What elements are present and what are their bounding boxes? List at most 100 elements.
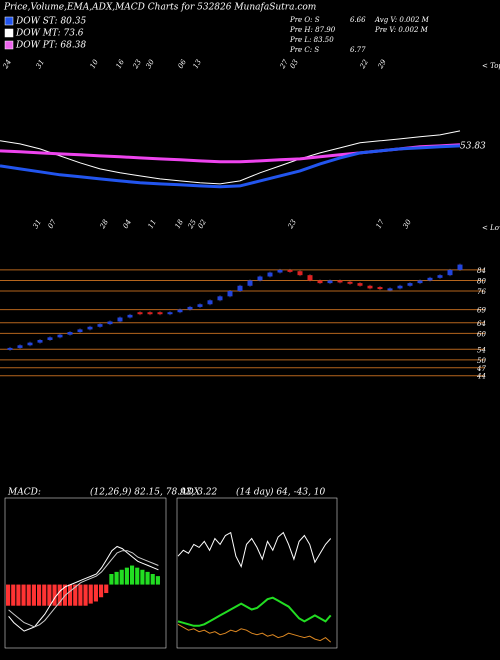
- legend-swatch: [4, 28, 14, 38]
- page-title: Price,Volume,EMA,ADX,MACD Charts for 532…: [3, 3, 316, 13]
- histogram-bar: [31, 584, 36, 606]
- series-line: [177, 531, 332, 569]
- info-text: Pre C: S: [289, 46, 319, 54]
- top-date: 10: [89, 58, 101, 70]
- level-label: 69: [477, 307, 486, 315]
- candle: [287, 269, 293, 272]
- level-label: 84: [477, 267, 486, 275]
- candle: [187, 306, 193, 310]
- histogram-bar: [6, 584, 11, 606]
- histogram-bar: [135, 567, 140, 585]
- histogram-bar: [150, 574, 155, 585]
- histogram-bar: [52, 584, 57, 606]
- lows-label: < Lows: [482, 224, 500, 232]
- low-date: 11: [147, 218, 158, 230]
- series-line: [177, 623, 332, 643]
- candle: [427, 277, 433, 281]
- histogram-bar: [11, 584, 16, 606]
- candle: [197, 304, 203, 307]
- low-date: 31: [32, 218, 43, 230]
- histogram-bar: [26, 584, 31, 606]
- top-date: 31: [35, 58, 46, 70]
- candle: [437, 275, 443, 278]
- candle: [447, 269, 453, 276]
- candle: [297, 271, 303, 276]
- top-date: 23: [131, 58, 143, 71]
- histogram-bar: [37, 584, 42, 606]
- level-label: 54: [477, 346, 486, 354]
- candle: [67, 332, 73, 335]
- histogram-bar: [88, 584, 93, 604]
- candle: [207, 300, 213, 305]
- candle: [387, 288, 393, 291]
- histogram-bar: [124, 567, 129, 585]
- candle: [227, 291, 233, 297]
- histogram-bar: [93, 584, 98, 602]
- candle: [357, 283, 363, 286]
- level-label: 44: [476, 373, 486, 381]
- macd-frame: [4, 497, 167, 649]
- candle: [457, 264, 463, 270]
- candle: [327, 280, 333, 284]
- candle: [7, 347, 13, 350]
- top-date: 13: [192, 58, 204, 70]
- info-text: Pre L: 83.50: [289, 36, 334, 44]
- histogram-bar: [104, 584, 109, 594]
- legend-label: DOW MT: 73.6: [15, 29, 84, 39]
- histogram-bar: [42, 584, 47, 606]
- histogram-bar: [99, 584, 104, 598]
- low-date: 18: [174, 218, 186, 230]
- adx-label: ADX: [179, 488, 201, 498]
- legend-label: DOW ST: 80.35: [15, 17, 86, 27]
- legend-swatch: [4, 40, 14, 50]
- info-text: 6.66: [350, 16, 366, 24]
- top-date: 03: [289, 58, 301, 70]
- candle: [337, 280, 343, 283]
- candle: [147, 312, 153, 315]
- info-text: Pre O: S: [289, 16, 320, 24]
- candle: [137, 312, 143, 315]
- top-date: 22: [358, 58, 370, 71]
- level-label: 80: [477, 277, 486, 285]
- tops-label: < Tops: [482, 62, 500, 70]
- low-date: 17: [375, 218, 387, 230]
- legend-swatch: [4, 16, 14, 26]
- candle: [417, 280, 423, 284]
- candle: [97, 324, 103, 327]
- histogram-bar: [130, 565, 135, 585]
- histogram-bar: [114, 571, 119, 585]
- macd-params: (12,26,9) 82.15, 78.93, 3.22: [90, 487, 218, 498]
- histogram-bar: [21, 584, 26, 606]
- candle: [37, 339, 43, 343]
- top-date: 24: [1, 58, 13, 71]
- histogram-bar: [73, 584, 78, 606]
- candle: [407, 283, 413, 286]
- candle: [277, 269, 283, 273]
- info-text: Avg V: 0.002 M: [374, 16, 430, 24]
- histogram-bar: [119, 569, 124, 585]
- histogram-bar: [145, 571, 150, 585]
- macd-label: MACD:: [7, 488, 41, 498]
- candle: [347, 281, 353, 284]
- level-label: 60: [477, 330, 486, 338]
- candle: [177, 309, 183, 313]
- low-date: 04: [122, 218, 133, 230]
- series-line: [0, 144, 461, 189]
- candle: [367, 285, 373, 289]
- top-date: 29: [376, 58, 388, 71]
- candle: [127, 314, 133, 318]
- candle: [77, 329, 83, 333]
- histogram-bar: [68, 584, 73, 606]
- candle: [317, 280, 323, 284]
- candle: [237, 285, 243, 292]
- candle: [247, 280, 253, 286]
- info-text: 6.77: [350, 46, 366, 54]
- candle: [377, 287, 383, 290]
- candle: [397, 285, 403, 289]
- adx-params: (14 day) 64, -43, 10: [236, 487, 326, 498]
- info-text: Pre H: 87.90: [289, 26, 336, 34]
- histogram-bar: [83, 584, 88, 606]
- histogram-bar: [16, 584, 21, 606]
